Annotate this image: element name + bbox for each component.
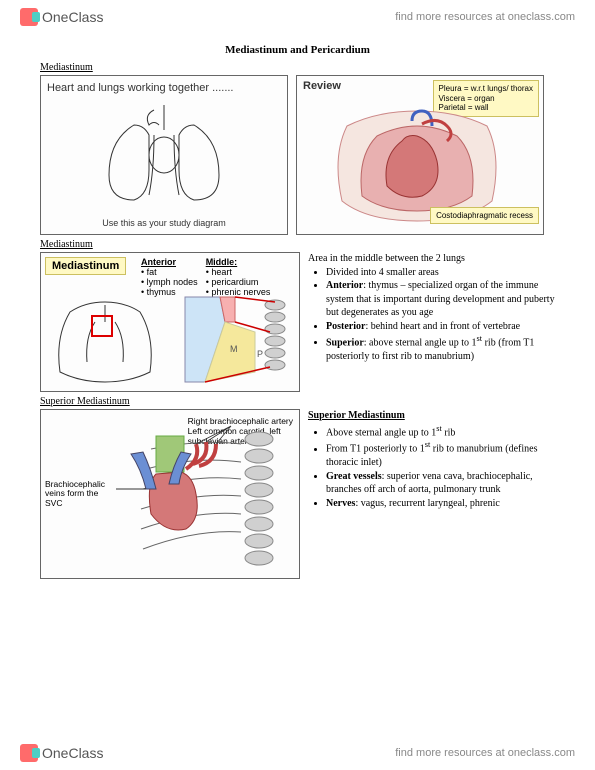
note-posterior-text: : behind heart and in front of vertebrae bbox=[365, 321, 520, 332]
footer-brand-name: OneClass bbox=[42, 745, 103, 761]
row-2: Mediastinum Anterior fat lymph nodes thy… bbox=[40, 252, 555, 392]
mediastinum-color-icon: M P bbox=[175, 287, 295, 387]
header-tagline: find more resources at oneclass.com bbox=[395, 11, 575, 23]
footer-logo-icon bbox=[20, 744, 38, 762]
sm-note-nerves: Nerves: vagus, recurrent laryngeal, phre… bbox=[326, 497, 555, 511]
diagram-superior-mediastinum: Right brachiocephalic artery Left common… bbox=[40, 409, 300, 579]
sm-note-above-t1: Above sternal angle up to 1 bbox=[326, 427, 436, 438]
diagram-review: Review Pleura = w.r.t lungs/ thorax Visc… bbox=[296, 75, 544, 235]
anterior-item-lymph: lymph nodes bbox=[141, 277, 198, 287]
review-title: Review bbox=[303, 80, 341, 92]
diagram1-top-caption: Heart and lungs working together ....... bbox=[47, 82, 281, 94]
sm-note-vessels: Great vessels: superior vena cava, brach… bbox=[326, 470, 555, 497]
mediastinum-title-box: Mediastinum bbox=[45, 257, 126, 275]
diagram-heart-lungs: Heart and lungs working together .......… bbox=[40, 75, 288, 235]
svg-text:M: M bbox=[230, 344, 238, 354]
middle-item-pericardium: pericardium bbox=[206, 277, 271, 287]
note-anterior-label: Anterior bbox=[326, 280, 363, 291]
note-anterior: Anterior: thymus – specialized organ of … bbox=[326, 279, 555, 320]
sm-note-t1-t1: From T1 posteriorly to 1 bbox=[326, 444, 425, 455]
sm-note-above: Above sternal angle up to 1st rib bbox=[326, 423, 555, 440]
sm-note-above-t2: rib bbox=[442, 427, 456, 438]
diagram1-bottom-caption: Use this as your study diagram bbox=[41, 218, 287, 228]
anterior-item-fat: fat bbox=[141, 267, 198, 277]
brand-logo: OneClass bbox=[20, 8, 103, 26]
diagram-mediastinum-regions: Mediastinum Anterior fat lymph nodes thy… bbox=[40, 252, 300, 392]
recess-label-box: Costodiaphragmatic recess bbox=[430, 207, 539, 224]
footer-tagline: find more resources at oneclass.com bbox=[395, 747, 575, 759]
note-divided: Divided into 4 smaller areas bbox=[326, 266, 555, 280]
logo-icon bbox=[20, 8, 38, 26]
section-label-1: Mediastinum bbox=[40, 62, 555, 73]
note-superior-text1: : above sternal angle up to 1 bbox=[364, 337, 477, 348]
document-content: Mediastinum and Pericardium Mediastinum … bbox=[0, 34, 595, 643]
svg-text:P: P bbox=[257, 349, 263, 359]
sm-notes-heading: Superior Mediastinum bbox=[308, 409, 555, 423]
superior-mediastinum-notes: Superior Mediastinum Above sternal angle… bbox=[308, 409, 555, 579]
page-header: OneClass find more resources at oneclass… bbox=[0, 0, 595, 34]
note-posterior-label: Posterior bbox=[326, 321, 365, 332]
sm-note-t1: From T1 posteriorly to 1st rib to manubr… bbox=[326, 439, 555, 469]
def-viscera: Viscera = organ bbox=[439, 94, 534, 104]
row-1: Heart and lungs working together .......… bbox=[40, 75, 555, 235]
sm-note-nerves-text: : vagus, recurrent laryngeal, phrenic bbox=[355, 498, 499, 509]
footer-brand-logo: OneClass bbox=[20, 744, 103, 762]
middle-item-heart: heart bbox=[206, 267, 271, 277]
page-footer: OneClass find more resources at oneclass… bbox=[0, 724, 595, 770]
thorax-outline-icon bbox=[45, 297, 165, 387]
sm-note-vessels-label: Great vessels bbox=[326, 471, 382, 482]
red-highlight-box bbox=[91, 315, 113, 337]
great-vessels-icon bbox=[101, 414, 291, 574]
note-superior: Superior: above sternal angle up to 1st … bbox=[326, 333, 555, 363]
brand-name: OneClass bbox=[42, 9, 103, 25]
notes-lead: Area in the middle between the 2 lungs bbox=[308, 252, 555, 266]
sm-note-nerves-label: Nerves bbox=[326, 498, 355, 509]
section-label-3: Superior Mediastinum bbox=[40, 396, 555, 407]
document-title: Mediastinum and Pericardium bbox=[40, 44, 555, 56]
lungs-sketch-icon bbox=[94, 100, 234, 210]
row-3: Right brachiocephalic artery Left common… bbox=[40, 409, 555, 579]
section-label-2: Mediastinum bbox=[40, 239, 555, 250]
note-posterior: Posterior: behind heart and in front of … bbox=[326, 320, 555, 334]
def-pleura: Pleura = w.r.t lungs/ thorax bbox=[439, 84, 534, 94]
note-superior-label: Superior bbox=[326, 337, 364, 348]
middle-heading: Middle: bbox=[206, 257, 238, 267]
anterior-heading: Anterior bbox=[141, 257, 176, 267]
mediastinum-notes: Area in the middle between the 2 lungs D… bbox=[308, 252, 555, 392]
